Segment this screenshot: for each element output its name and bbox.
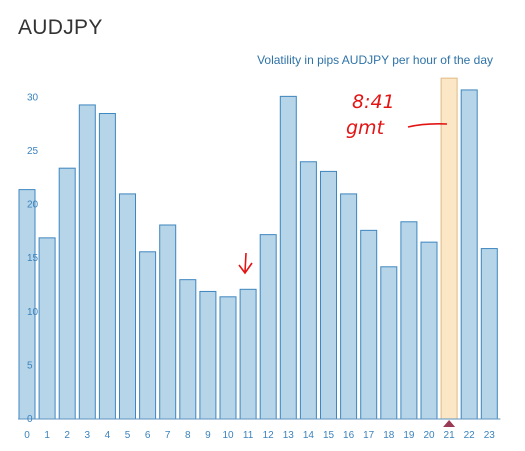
bar-hour-0[interactable] bbox=[18, 189, 36, 420]
x-tick-label: 0 bbox=[24, 430, 30, 441]
y-tick-label: 0 bbox=[27, 414, 33, 425]
y-axis-ticks: 0 5 10 15 20 25 30 bbox=[27, 92, 39, 425]
x-tick-label: 2 bbox=[64, 430, 70, 441]
highlight-marker-icon bbox=[443, 420, 456, 427]
x-tick-label: 20 bbox=[423, 430, 435, 441]
x-tick-label: 5 bbox=[125, 430, 131, 441]
x-tick-label: 15 bbox=[323, 430, 335, 441]
x-tick-label: 13 bbox=[283, 430, 295, 441]
x-tick-label: 6 bbox=[145, 430, 151, 441]
x-tick-label: 21 bbox=[444, 430, 456, 441]
bar-hour-3[interactable] bbox=[78, 104, 96, 420]
x-tick-label: 18 bbox=[383, 430, 395, 441]
bar-hour-16[interactable] bbox=[340, 193, 358, 420]
handwritten-arrow bbox=[238, 252, 253, 275]
down-arrow-icon bbox=[238, 252, 253, 275]
x-tick-label: 9 bbox=[205, 430, 211, 441]
x-tick-label: 17 bbox=[363, 430, 375, 441]
bar-hour-18[interactable] bbox=[380, 266, 398, 420]
bar-hour-17[interactable] bbox=[360, 229, 378, 420]
bar-hour-19[interactable] bbox=[400, 221, 418, 420]
y-tick-label: 15 bbox=[27, 253, 39, 264]
bar-hour-23[interactable] bbox=[480, 248, 498, 420]
bar-hour-2[interactable] bbox=[58, 167, 76, 420]
bar-hour-8[interactable] bbox=[179, 279, 197, 420]
bar-hour-15[interactable] bbox=[320, 170, 337, 420]
bar-hour-22[interactable] bbox=[460, 89, 478, 420]
y-tick-label: 20 bbox=[27, 200, 39, 211]
x-axis-ticks: 0 1 2 3 4 5 6 7 8 9 10 11 12 13 14 15 16 17 18 19 20 21 22 23 bbox=[24, 430, 495, 441]
x-tick-label: 10 bbox=[222, 430, 234, 441]
x-tick-label: 4 bbox=[105, 430, 111, 441]
x-tick-label: 14 bbox=[303, 430, 315, 441]
bar-hour-12[interactable] bbox=[259, 234, 277, 420]
bar-hour-13[interactable] bbox=[279, 95, 297, 420]
page-title: AUDJPY bbox=[18, 16, 103, 39]
x-tick-label: 11 bbox=[243, 430, 254, 441]
x-tick-label: 23 bbox=[484, 430, 496, 441]
annotation-dash bbox=[407, 123, 448, 128]
bar-hour-20[interactable] bbox=[420, 241, 438, 420]
bars-group bbox=[18, 77, 498, 420]
bar-hour-14[interactable] bbox=[299, 161, 317, 420]
y-tick-label: 10 bbox=[27, 307, 39, 318]
annotation-time: 8:41 bbox=[352, 91, 395, 113]
x-tick-label: 8 bbox=[185, 430, 191, 441]
y-tick-label: 30 bbox=[27, 92, 39, 103]
bar-hour-6[interactable] bbox=[139, 251, 157, 420]
bar-hour-9[interactable] bbox=[199, 290, 217, 420]
bar-hour-21[interactable] bbox=[440, 77, 458, 420]
annotation-gmt: gmt bbox=[346, 117, 386, 139]
x-tick-label: 7 bbox=[165, 430, 171, 441]
bar-hour-10[interactable] bbox=[219, 296, 237, 420]
x-tick-label: 19 bbox=[403, 430, 415, 441]
x-tick-label: 16 bbox=[343, 430, 355, 441]
y-tick-label: 25 bbox=[27, 146, 39, 157]
y-tick-label: 5 bbox=[27, 360, 33, 371]
bar-hour-5[interactable] bbox=[119, 193, 136, 420]
x-tick-label: 3 bbox=[85, 430, 91, 441]
bar-hour-1[interactable] bbox=[38, 237, 56, 420]
bar-hour-7[interactable] bbox=[159, 224, 177, 420]
bar-hour-11[interactable] bbox=[239, 288, 257, 420]
x-tick-label: 12 bbox=[263, 430, 275, 441]
x-tick-label: 1 bbox=[44, 430, 50, 441]
x-tick-label: 22 bbox=[464, 430, 476, 441]
handwritten-annotation: 8:41 gmt bbox=[346, 91, 448, 139]
bar-hour-4[interactable] bbox=[98, 113, 116, 420]
chart-title: Volatility in pips AUDJPY per hour of th… bbox=[257, 53, 493, 67]
